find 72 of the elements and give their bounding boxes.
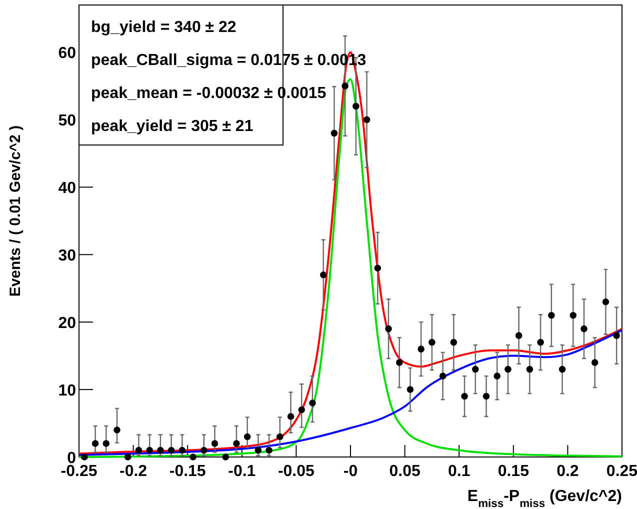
point xyxy=(342,82,348,90)
point xyxy=(330,130,338,137)
point xyxy=(602,298,610,306)
point xyxy=(222,454,229,460)
point xyxy=(396,359,403,366)
point xyxy=(92,440,99,447)
y-tick-label: 20 xyxy=(58,315,76,332)
point xyxy=(266,446,272,454)
x-axis-title: E$_{miss}$-P$_{miss}$ (Gev/c^2) xyxy=(467,488,622,509)
point xyxy=(526,366,534,373)
point xyxy=(135,446,142,454)
point xyxy=(548,312,555,319)
point xyxy=(537,338,544,346)
point xyxy=(591,359,598,366)
point xyxy=(320,271,327,278)
point xyxy=(233,440,240,447)
point xyxy=(352,102,360,110)
point xyxy=(102,440,110,447)
point xyxy=(309,400,316,406)
point xyxy=(472,366,479,373)
point xyxy=(504,366,512,373)
point xyxy=(374,264,382,272)
x-tick-label: -0 xyxy=(343,463,358,480)
point xyxy=(276,433,284,440)
x-tick-label: 0.25 xyxy=(606,463,637,480)
x-tick-label: -0.25 xyxy=(60,463,98,480)
x-tick-label: 0.05 xyxy=(389,463,420,480)
point xyxy=(580,325,588,332)
point xyxy=(461,392,468,400)
x-tick-label: -0.15 xyxy=(169,463,206,480)
point xyxy=(494,372,500,380)
y-tick-label: 30 xyxy=(58,248,76,265)
point xyxy=(298,406,306,414)
point xyxy=(244,433,251,440)
point xyxy=(287,413,294,420)
y-tick-label: 40 xyxy=(58,180,76,198)
point xyxy=(558,366,566,373)
point xyxy=(418,346,424,352)
line-series xyxy=(78,329,623,456)
x-tick-label: -0.05 xyxy=(278,463,315,480)
point xyxy=(200,446,208,454)
point xyxy=(439,372,446,380)
annotation: bg_yield = 340 ± 22 xyxy=(91,19,236,36)
point xyxy=(146,446,153,454)
point xyxy=(482,392,490,400)
point xyxy=(124,454,132,460)
point xyxy=(515,332,522,339)
y-tick-label: 50 xyxy=(58,112,76,130)
y-tick-label: 60 xyxy=(58,45,76,62)
point xyxy=(211,440,218,447)
point xyxy=(114,426,120,434)
point xyxy=(157,446,164,454)
point xyxy=(385,325,392,332)
y-tick-label: 10 xyxy=(58,382,76,400)
x-tick-label: 0.15 xyxy=(498,463,530,480)
point xyxy=(450,338,458,346)
point xyxy=(254,446,262,454)
x-tick-label: -0.2 xyxy=(120,463,148,480)
x-tick-label: 0.2 xyxy=(556,463,579,480)
point xyxy=(428,338,436,346)
point xyxy=(570,312,577,319)
y-axis-title: Events / ( 0.01 Gev/c^2 ) xyxy=(7,125,24,297)
x-tick-label: -0.1 xyxy=(228,463,256,480)
point xyxy=(168,446,175,454)
x-tick-label: 0.1 xyxy=(448,463,470,480)
point xyxy=(190,454,196,460)
point xyxy=(613,332,620,339)
point xyxy=(178,446,186,454)
annotation: peak_yield = 305 ± 21 xyxy=(91,118,254,135)
point xyxy=(406,386,414,393)
point xyxy=(363,116,370,124)
point xyxy=(81,454,88,460)
